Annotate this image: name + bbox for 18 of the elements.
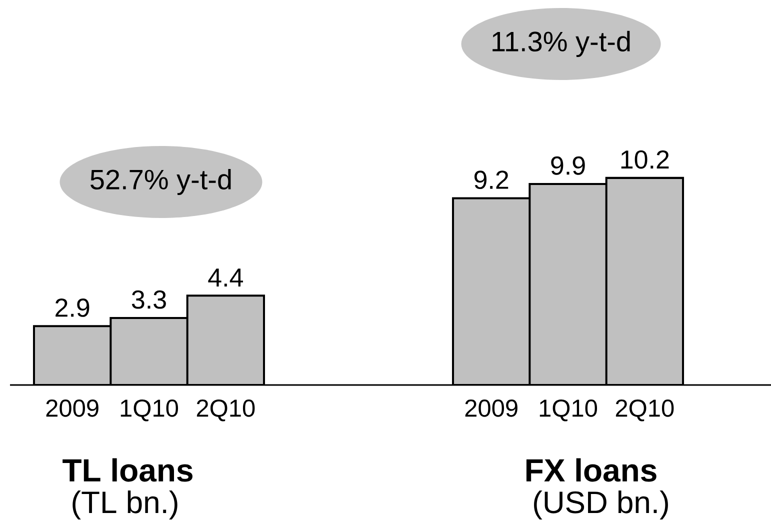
data-label: 4.4 (208, 268, 243, 286)
data-label: 3.3 (132, 290, 166, 309)
x-tick-label: 1Q10 (540, 400, 598, 422)
text: FX loans (526, 458, 656, 482)
text: (USD bn.) (534, 490, 668, 520)
data-label: 9.2 (474, 170, 508, 190)
data-label: 9.9 (551, 156, 585, 175)
data-label: 2.9 (56, 298, 90, 317)
x-tick-label: 2Q10 (616, 400, 674, 422)
text: (TL bn.) (72, 490, 178, 520)
data-label: 10.2 (621, 150, 669, 169)
text: 52.7% y-t-d (90, 168, 231, 196)
text: 11.3% y-t-d (492, 30, 630, 58)
x-tick-label: 2009 (465, 400, 518, 417)
text: TL loans (62, 458, 192, 482)
x-tick-label: 2009 (46, 400, 98, 417)
x-tick-label: 2Q10 (196, 400, 255, 422)
x-tick-label: 1Q10 (120, 400, 178, 422)
